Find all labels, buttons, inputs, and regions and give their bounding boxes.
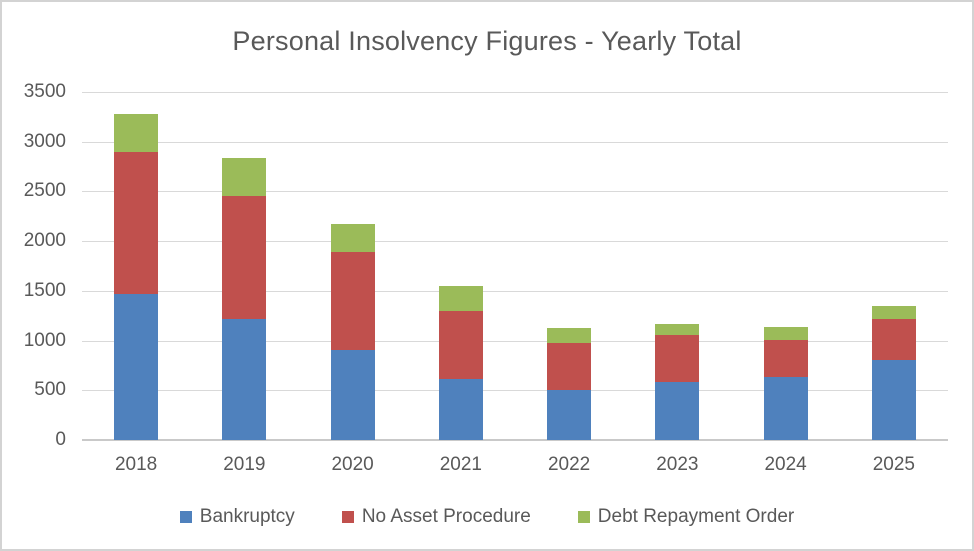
y-tick-label-3500: 3500 [23,81,66,102]
chart-title: Personal Insolvency Figures - Yearly Tot… [232,26,742,56]
gridline-2000 [82,241,948,243]
bar-segment-2019-debt-repayment-order [222,157,267,197]
bar-segment-2018-no-asset-procedure [114,151,159,294]
bar-segment-2019-bankruptcy [222,318,267,440]
x-tick-label-2025: 2025 [872,454,916,475]
bar-segment-2021-no-asset-procedure [438,310,483,379]
bar-segment-2024-no-asset-procedure [763,339,808,378]
legend-label: No Asset Procedure [361,506,531,527]
x-tick-label-2021: 2021 [439,454,483,475]
y-tick-label-2500: 2500 [23,180,66,202]
y-tick-label-500: 500 [34,379,66,401]
bar-segment-2018-debt-repayment-order [114,114,159,152]
gridline-2500 [82,191,948,193]
x-tick-label-2024: 2024 [764,454,807,475]
bar-segment-2025-debt-repayment-order [871,305,916,319]
chart-legend: Bankruptcy No Asset Procedure Debt Repayme… [2,503,972,531]
x-tick-label-2020: 2020 [331,454,374,475]
gridline-3500 [82,92,948,93]
bar-segment-2020-debt-repayment-order [330,223,375,253]
bar-segment-2024-debt-repayment-order [763,326,808,340]
y-tick-label-3000: 3000 [23,130,66,152]
bar-segment-2025-bankruptcy [871,360,916,440]
bar-segment-2022-bankruptcy [547,389,592,440]
bar-segment-2022-no-asset-procedure [547,343,592,390]
x-axis-line [82,439,948,441]
bar-segment-2018-bankruptcy [114,293,159,440]
x-tick-label-2019: 2019 [223,454,266,475]
bar-segment-2023-no-asset-procedure [655,335,700,383]
x-tick-label-2022: 2022 [547,454,591,475]
y-tick-label-0: 0 [55,429,66,450]
legend-item-debt-repayment-order: Debt Repayment Order [577,506,795,528]
x-tick-label-2018: 2018 [114,454,158,475]
legend-item-no-asset-procedure: No Asset Procedure [341,506,531,528]
bar-segment-2025-no-asset-procedure [871,318,916,361]
bar-segment-2021-debt-repayment-order [438,285,483,311]
gridline-3000 [82,141,948,143]
bar-segment-2019-no-asset-procedure [222,196,267,319]
bar-segment-2022-debt-repayment-order [547,327,592,344]
y-tick-label-1000: 1000 [23,329,66,351]
y-tick-label-2000: 2000 [23,230,66,252]
bar-segment-2023-bankruptcy [655,382,700,440]
gridline-500 [82,390,948,392]
legend-swatch-icon [341,511,354,523]
x-tick-label-2023: 2023 [656,454,699,475]
legend-swatch-icon [179,511,192,523]
gridline-1500 [82,290,948,292]
legend-item-bankruptcy: Bankruptcy [179,506,295,528]
bar-segment-2020-no-asset-procedure [330,252,375,350]
legend-label: Debt Repayment Order [597,506,795,527]
legend-swatch-icon [577,511,590,523]
bar-segment-2024-bankruptcy [763,377,808,440]
bar-segment-2021-bankruptcy [438,378,483,440]
bar-segment-2023-debt-repayment-order [655,323,700,336]
bar-segment-2020-bankruptcy [330,349,375,440]
legend-label: Bankruptcy [199,506,295,527]
y-tick-label-1500: 1500 [23,279,66,301]
gridline-1000 [82,340,948,342]
